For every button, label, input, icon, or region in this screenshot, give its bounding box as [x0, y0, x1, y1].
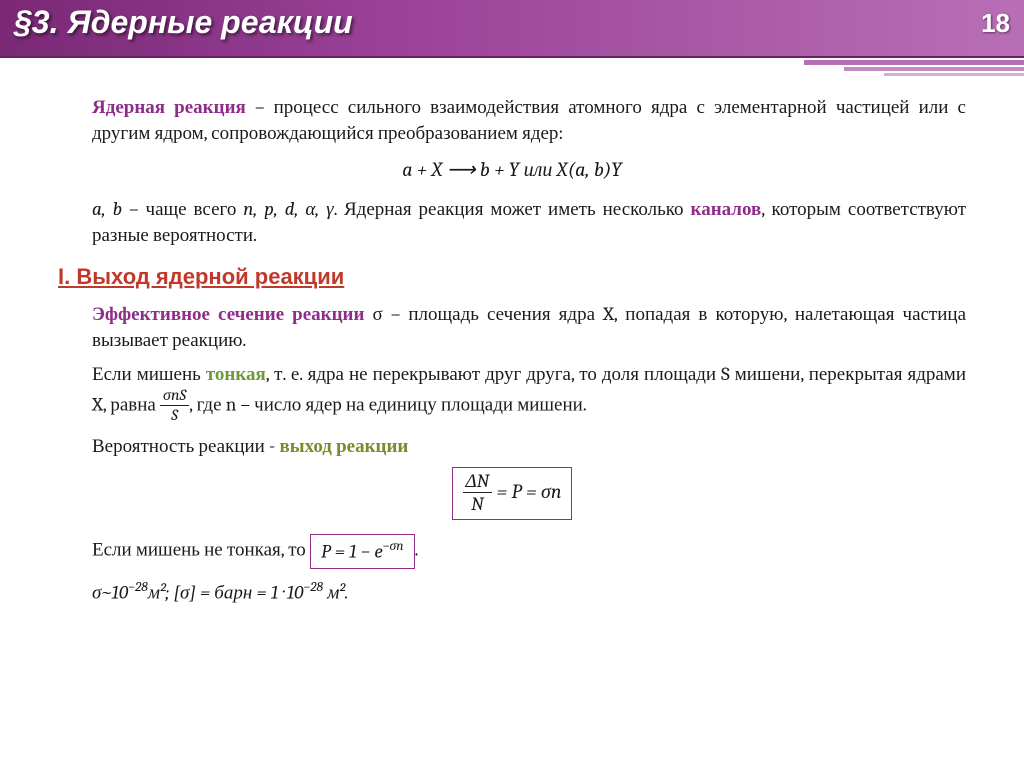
reaction-equation: a + X ⟶ b + Y или X(a, b)Y: [58, 156, 966, 184]
sigma-value-line: σ~10−28м²; [σ] = барн = 1 · 10−28 м².: [92, 579, 966, 606]
yield-term: выход реакции: [279, 435, 408, 457]
particles-paragraph: a, b – чаще всего n, p, d, α, γ. Ядерная…: [92, 196, 966, 248]
probability-line: Вероятность реакции - выход реакции: [92, 433, 966, 459]
not-thin-paragraph: Если мишень не тонкая, то P = 1 − e−σn.: [92, 534, 966, 569]
decorative-stripes: [744, 60, 1024, 76]
page-number: 18: [981, 8, 1010, 39]
boxed-prob-equation: P = 1 − e−σn: [310, 534, 415, 569]
definition-term: Ядерная реакция: [92, 96, 246, 118]
particle-list: n, p, d, α, γ: [243, 198, 333, 220]
fraction-deltaN: ΔN N: [463, 471, 493, 516]
ab-symbols: a, b: [92, 198, 129, 220]
cross-section-term: Эффективное сечение реакции: [92, 303, 364, 325]
definition-paragraph: Ядерная реакция – процесс сильного взаим…: [92, 94, 966, 146]
thin-target-paragraph: Если мишень тонкая, т. е. ядра не перекр…: [92, 361, 966, 425]
fraction-area: σnSS: [160, 387, 189, 425]
slide-content: Ядерная реакция – процесс сильного взаим…: [0, 58, 1024, 605]
slide-title: §3. Ядерные реакции: [14, 4, 353, 41]
slide-header: §3. Ядерные реакции 18: [0, 0, 1024, 58]
thin-term: тонкая: [206, 363, 266, 385]
section-heading-yield: I. Выход ядерной реакции: [58, 262, 966, 292]
yield-equation: ΔN N = P = σn: [58, 467, 966, 520]
cross-section-paragraph: Эффективное сечение реакции σ – площадь …: [92, 301, 966, 353]
channels-term: каналов: [691, 198, 762, 220]
